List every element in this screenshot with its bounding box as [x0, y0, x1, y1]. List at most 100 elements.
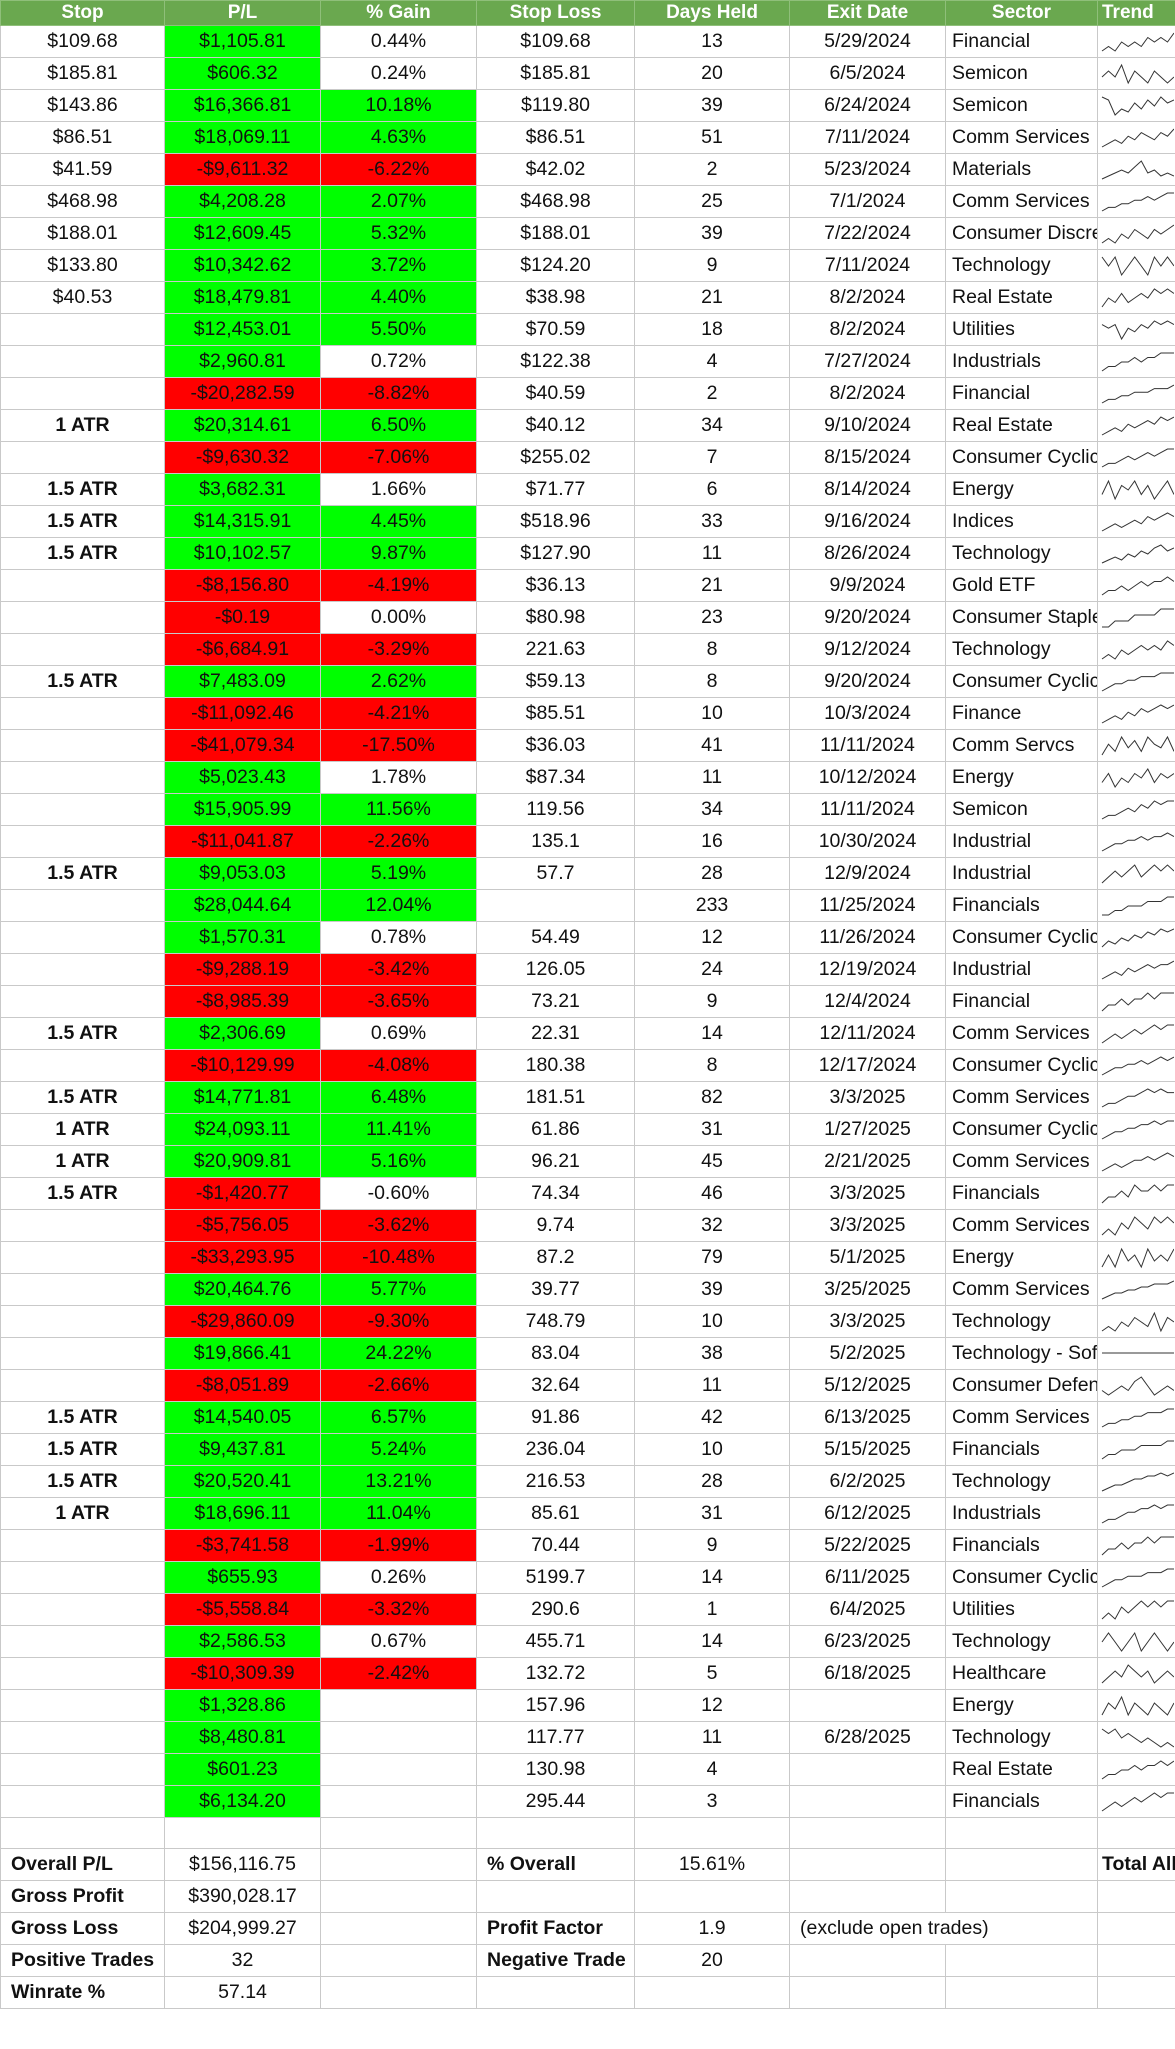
profit-factor-value[interactable]: 1.9: [634, 1912, 790, 1946]
exit-date-cell[interactable]: 10/12/2024: [789, 761, 946, 794]
days-held-cell[interactable]: 79: [634, 1241, 790, 1274]
days-held-cell[interactable]: 4: [634, 345, 790, 378]
sector-cell[interactable]: Gold ETF: [945, 569, 1098, 602]
stop-loss-cell[interactable]: $40.59: [476, 377, 635, 410]
pl-cell[interactable]: -$3,741.58: [164, 1529, 321, 1562]
pl-cell[interactable]: -$5,756.05: [164, 1209, 321, 1242]
stop-loss-cell[interactable]: $85.51: [476, 697, 635, 730]
stop-cell[interactable]: 1.5 ATR: [0, 1081, 165, 1114]
stop-cell[interactable]: [0, 1337, 165, 1370]
stop-cell[interactable]: [0, 761, 165, 794]
pl-cell[interactable]: -$10,309.39: [164, 1657, 321, 1690]
gain-cell[interactable]: 4.40%: [320, 281, 477, 314]
header-exit-date[interactable]: Exit Date: [789, 0, 946, 26]
sector-cell[interactable]: Financials: [945, 1785, 1098, 1818]
days-held-cell[interactable]: 32: [634, 1209, 790, 1242]
sector-cell[interactable]: Utilities: [945, 313, 1098, 346]
stop-cell[interactable]: [0, 921, 165, 954]
stop-loss-cell[interactable]: 85.61: [476, 1497, 635, 1530]
pl-cell[interactable]: -$10,129.99: [164, 1049, 321, 1082]
stop-loss-cell[interactable]: $36.03: [476, 729, 635, 762]
pl-cell[interactable]: $601.23: [164, 1753, 321, 1786]
gain-cell[interactable]: -8.82%: [320, 377, 477, 410]
gain-cell[interactable]: -2.66%: [320, 1369, 477, 1402]
exit-date-cell[interactable]: 9/16/2024: [789, 505, 946, 538]
pl-cell[interactable]: $16,366.81: [164, 89, 321, 122]
gain-cell[interactable]: 1.78%: [320, 761, 477, 794]
gain-cell[interactable]: -2.42%: [320, 1657, 477, 1690]
exit-date-cell[interactable]: 8/15/2024: [789, 441, 946, 474]
pl-cell[interactable]: -$20,282.59: [164, 377, 321, 410]
days-held-cell[interactable]: 8: [634, 665, 790, 698]
exit-date-cell[interactable]: 12/4/2024: [789, 985, 946, 1018]
trend-cell[interactable]: [1097, 281, 1175, 314]
days-held-cell[interactable]: 41: [634, 729, 790, 762]
exit-date-cell[interactable]: 7/11/2024: [789, 121, 946, 154]
gain-cell[interactable]: 5.19%: [320, 857, 477, 890]
gain-cell[interactable]: 1.66%: [320, 473, 477, 506]
pl-cell[interactable]: $28,044.64: [164, 889, 321, 922]
sector-cell[interactable]: Industrials: [945, 1497, 1098, 1530]
pl-cell[interactable]: $20,314.61: [164, 409, 321, 442]
exit-date-cell[interactable]: 9/12/2024: [789, 633, 946, 666]
pl-cell[interactable]: $2,960.81: [164, 345, 321, 378]
stop-loss-cell[interactable]: 22.31: [476, 1017, 635, 1050]
stop-loss-cell[interactable]: 5199.7: [476, 1561, 635, 1594]
header-trend[interactable]: Trend: [1097, 0, 1175, 26]
pl-cell[interactable]: -$6,684.91: [164, 633, 321, 666]
sector-cell[interactable]: Finance: [945, 697, 1098, 730]
days-held-cell[interactable]: 14: [634, 1625, 790, 1658]
sector-cell[interactable]: Financials: [945, 1529, 1098, 1562]
sector-cell[interactable]: Financials: [945, 1177, 1098, 1210]
exit-date-cell[interactable]: 6/24/2024: [789, 89, 946, 122]
sector-cell[interactable]: Healthcare: [945, 1657, 1098, 1690]
sector-cell[interactable]: Technology: [945, 537, 1098, 570]
cell[interactable]: [476, 1816, 635, 1850]
sector-cell[interactable]: Technology: [945, 249, 1098, 282]
cell[interactable]: [1097, 1944, 1175, 1978]
stop-cell[interactable]: [0, 345, 165, 378]
trend-cell[interactable]: [1097, 1785, 1175, 1818]
trend-cell[interactable]: [1097, 25, 1175, 58]
cell[interactable]: [945, 1880, 1098, 1914]
sector-cell[interactable]: Utilities: [945, 1593, 1098, 1626]
trend-cell[interactable]: [1097, 1401, 1175, 1434]
stop-loss-cell[interactable]: 132.72: [476, 1657, 635, 1690]
trend-cell[interactable]: [1097, 1369, 1175, 1402]
gain-cell[interactable]: 6.48%: [320, 1081, 477, 1114]
exit-date-cell[interactable]: 2/21/2025: [789, 1145, 946, 1178]
stop-loss-cell[interactable]: $255.02: [476, 441, 635, 474]
stop-loss-cell[interactable]: 117.77: [476, 1721, 635, 1754]
gain-cell[interactable]: -0.60%: [320, 1177, 477, 1210]
stop-cell[interactable]: $109.68: [0, 25, 165, 58]
gross-loss-value[interactable]: $204,999.27: [164, 1912, 321, 1946]
trend-cell[interactable]: [1097, 313, 1175, 346]
stop-cell[interactable]: [0, 633, 165, 666]
days-held-cell[interactable]: 8: [634, 1049, 790, 1082]
stop-cell[interactable]: $185.81: [0, 57, 165, 90]
trend-cell[interactable]: [1097, 1529, 1175, 1562]
stop-cell[interactable]: 1 ATR: [0, 1497, 165, 1530]
exit-date-cell[interactable]: 5/1/2025: [789, 1241, 946, 1274]
pl-cell[interactable]: $14,540.05: [164, 1401, 321, 1434]
pl-cell[interactable]: -$1,420.77: [164, 1177, 321, 1210]
days-held-cell[interactable]: 9: [634, 249, 790, 282]
stop-cell[interactable]: [0, 1529, 165, 1562]
days-held-cell[interactable]: 23: [634, 601, 790, 634]
sector-cell[interactable]: Technology: [945, 1465, 1098, 1498]
stop-loss-cell[interactable]: 57.7: [476, 857, 635, 890]
stop-cell[interactable]: [0, 1593, 165, 1626]
days-held-cell[interactable]: 39: [634, 217, 790, 250]
sector-cell[interactable]: Semicon: [945, 89, 1098, 122]
pl-cell[interactable]: -$8,051.89: [164, 1369, 321, 1402]
stop-cell[interactable]: [0, 985, 165, 1018]
stop-loss-cell[interactable]: 61.86: [476, 1113, 635, 1146]
sector-cell[interactable]: Industrials: [945, 345, 1098, 378]
exit-date-cell[interactable]: 7/11/2024: [789, 249, 946, 282]
trend-cell[interactable]: [1097, 1049, 1175, 1082]
cell[interactable]: [164, 1816, 321, 1850]
exit-date-cell[interactable]: 12/17/2024: [789, 1049, 946, 1082]
pl-cell[interactable]: $12,453.01: [164, 313, 321, 346]
stop-loss-cell[interactable]: 32.64: [476, 1369, 635, 1402]
pct-overall-value[interactable]: 15.61%: [634, 1848, 790, 1882]
